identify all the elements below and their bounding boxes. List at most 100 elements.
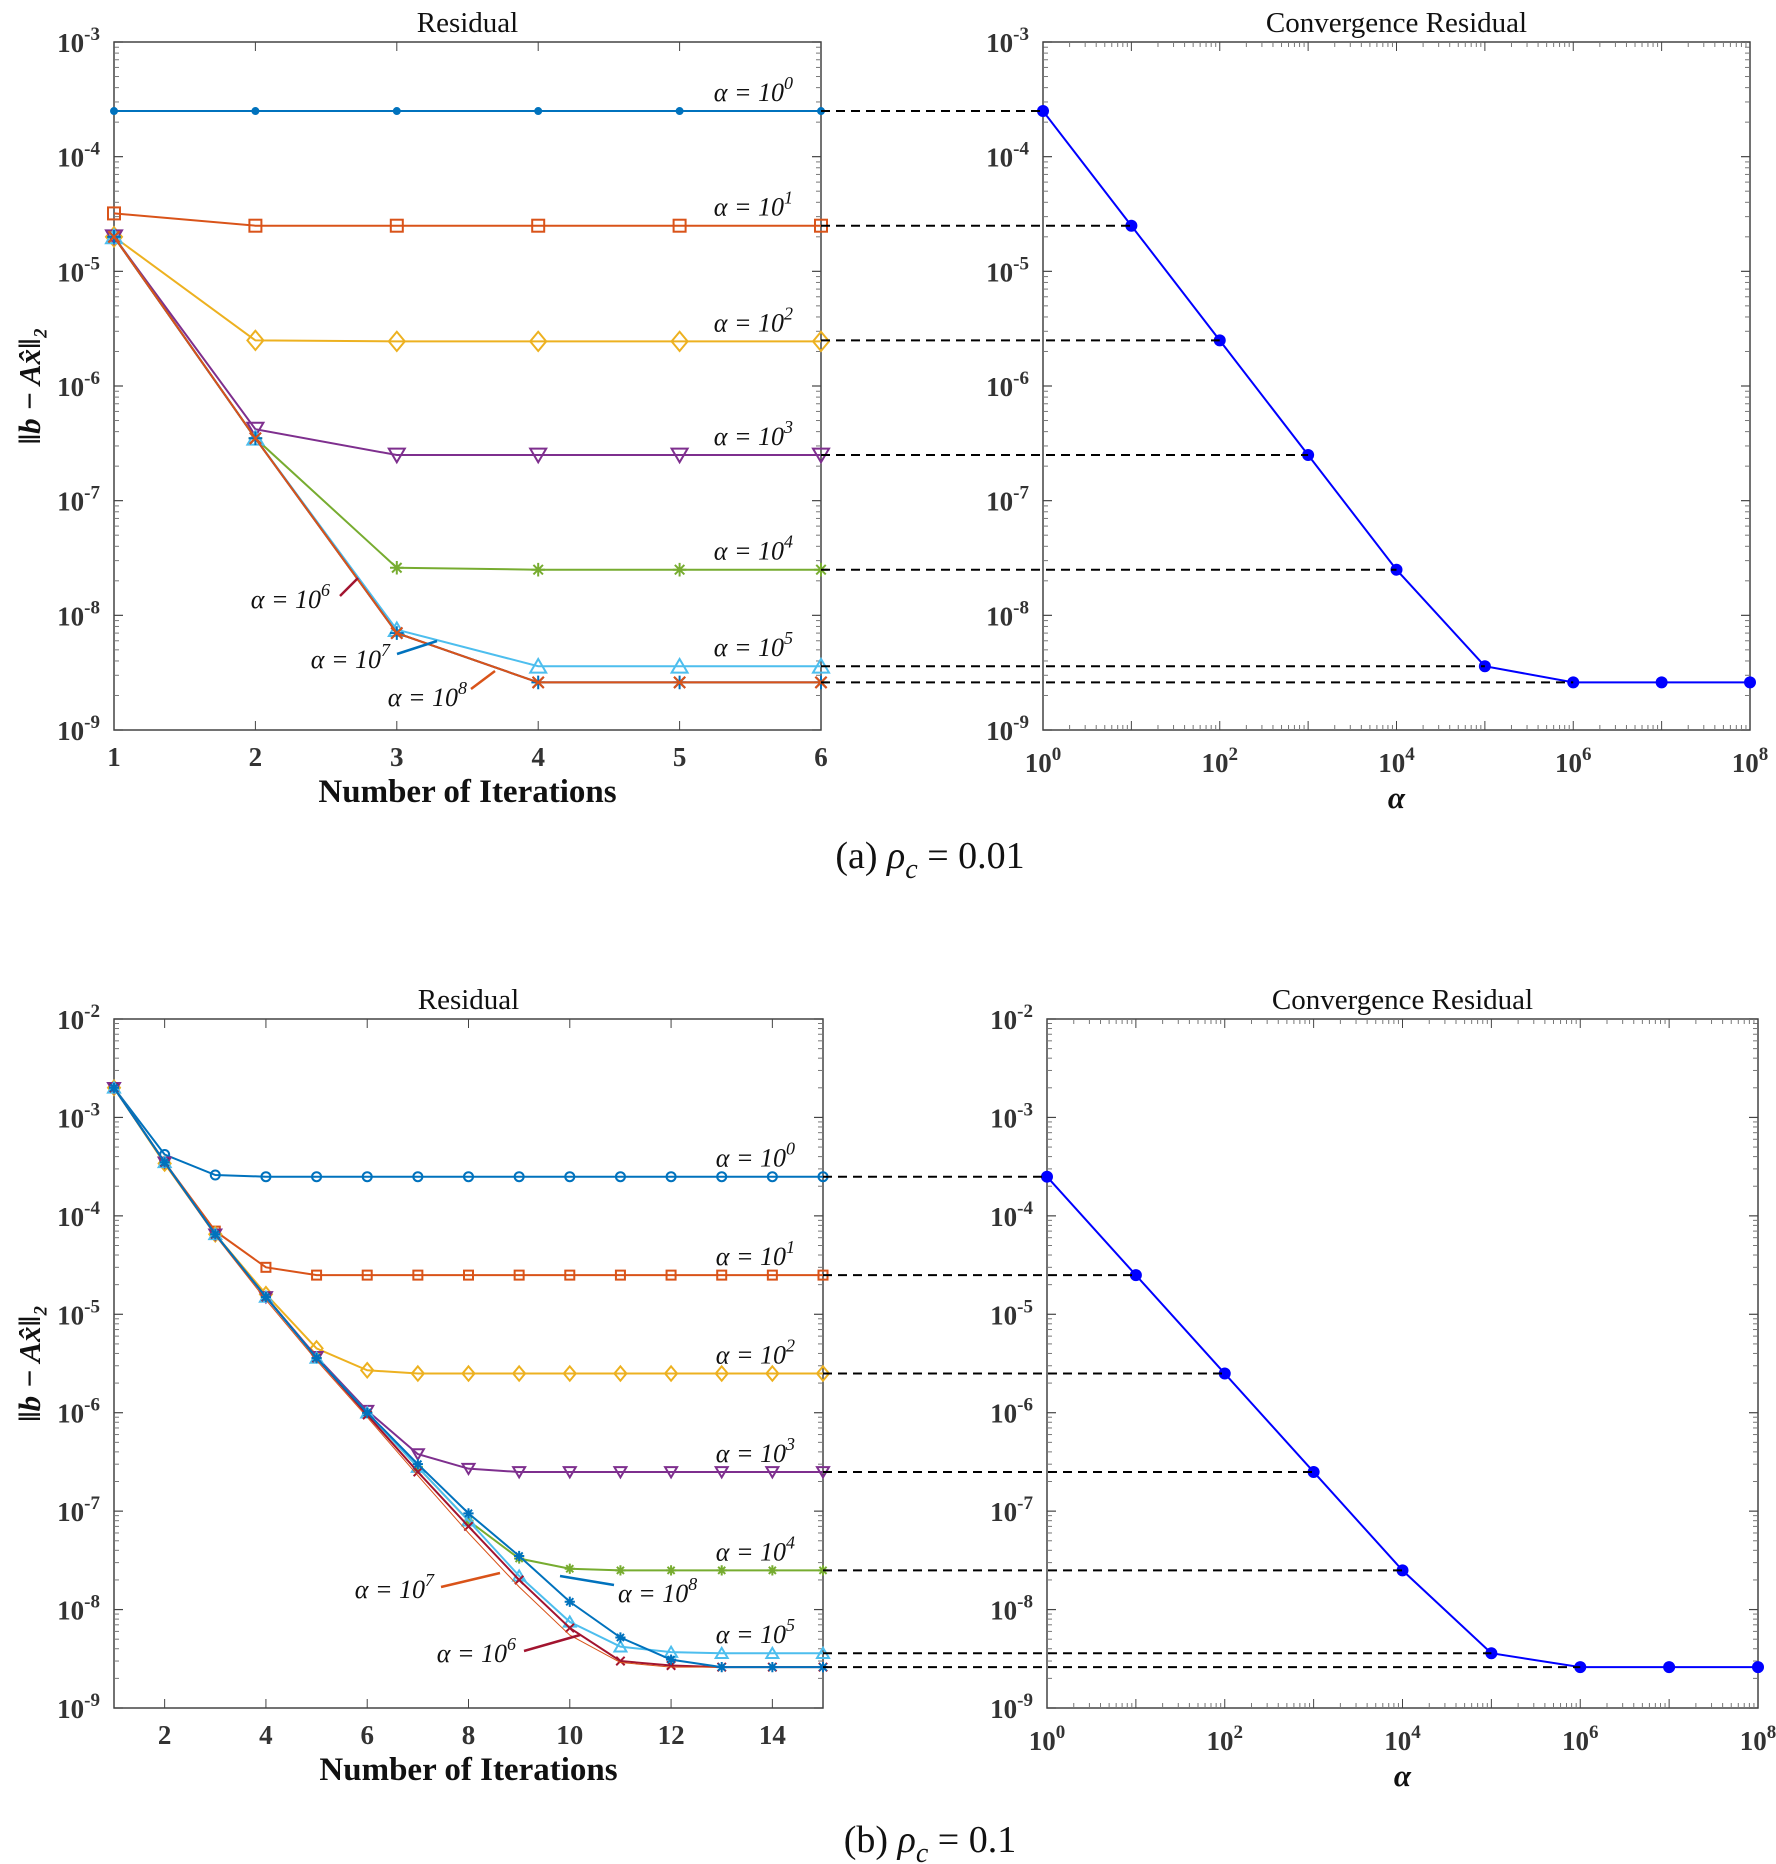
leader-line — [559, 1574, 615, 1587]
base: 10 — [986, 601, 1013, 631]
exponent: 6 — [321, 580, 330, 600]
exponent: 0 — [784, 73, 793, 93]
base: 10 — [57, 1497, 84, 1527]
exponent: -7 — [84, 483, 100, 504]
base: α = 10 — [714, 537, 784, 566]
series-line — [113, 236, 821, 457]
exponent: 8 — [1767, 1722, 1776, 1743]
base: α = 10 — [716, 1537, 786, 1566]
base: α = 10 — [714, 308, 784, 337]
x-tick-label: 6 — [360, 1720, 374, 1750]
series-label: α = 105 — [714, 628, 793, 662]
base: 10 — [986, 28, 1013, 58]
base: α = 10 — [716, 1620, 786, 1649]
y-tick-label: 10-6 — [990, 1395, 1033, 1429]
data-point — [410, 1448, 426, 1462]
base: 10 — [986, 372, 1013, 402]
exponent: -7 — [1013, 483, 1029, 504]
base: 10 — [57, 143, 84, 173]
base: 10 — [57, 487, 84, 517]
base: 10 — [990, 1497, 1017, 1527]
x-tick-label: 100 — [1029, 1722, 1066, 1756]
exponent: 2 — [1234, 1722, 1244, 1743]
base: 10 — [57, 1694, 84, 1724]
data-point — [463, 1171, 474, 1183]
data-point — [765, 1364, 780, 1383]
data-point — [107, 206, 121, 221]
x-tick-label: 102 — [1202, 744, 1239, 778]
series-alpha-1e2: α = 102 — [104, 225, 831, 353]
data-point — [1752, 1661, 1764, 1674]
data-point — [766, 1269, 778, 1281]
exponent: -3 — [84, 24, 100, 45]
annotation-alpha-1e8: α = 108 — [559, 1574, 697, 1608]
data-point — [528, 330, 548, 353]
series-alpha-1e6 — [107, 230, 828, 689]
data-point — [392, 107, 401, 116]
data-point — [612, 1639, 629, 1653]
series-convergence — [1037, 105, 1756, 689]
x-tick-label: 2 — [249, 742, 263, 772]
data-point — [412, 1467, 423, 1477]
exponent: -6 — [1013, 368, 1029, 389]
exponent: -8 — [1013, 597, 1029, 618]
base: α = 10 — [716, 1341, 786, 1370]
data-point — [612, 1466, 629, 1480]
y-tick-label: 10-7 — [57, 1493, 100, 1527]
y-tick-label: 10-3 — [57, 1099, 100, 1133]
series-line — [113, 236, 821, 684]
x-axis-label: Number of Iterations — [319, 1752, 617, 1788]
data-point — [716, 1269, 728, 1281]
data-point — [675, 107, 684, 116]
base: 10 — [1202, 748, 1229, 778]
exponent: -3 — [1017, 1099, 1033, 1120]
data-point — [1125, 219, 1138, 232]
data-point — [260, 1171, 272, 1183]
series-label: α = 100 — [716, 1139, 795, 1173]
data-point — [159, 1157, 170, 1168]
data-point — [1041, 1170, 1053, 1183]
base: 10 — [986, 257, 1013, 287]
y-tick-label: 10-3 — [57, 24, 100, 58]
data-point — [669, 657, 690, 674]
series-label: α = 103 — [716, 1434, 795, 1468]
exponent: -7 — [1017, 1493, 1033, 1514]
base: 10 — [1555, 748, 1582, 778]
data-point — [767, 1565, 778, 1576]
leader-line — [523, 1633, 581, 1653]
series-line — [113, 236, 821, 684]
data-point — [531, 676, 545, 689]
x-tick-label: 104 — [1384, 1722, 1421, 1756]
data-point — [1129, 1269, 1142, 1282]
exponent: -7 — [84, 1493, 100, 1514]
base: α = 10 — [714, 78, 784, 107]
x-tick-label: 108 — [1732, 744, 1769, 778]
leader-line — [396, 639, 438, 656]
base: 10 — [990, 1005, 1017, 1035]
data-point — [249, 431, 262, 445]
data-point — [562, 1466, 578, 1480]
data-point — [1663, 1661, 1676, 1674]
exponent: 8 — [458, 678, 467, 698]
x-axis-label: α — [1394, 1758, 1412, 1793]
x-tick-label: 1 — [107, 742, 121, 772]
exponent: -9 — [1013, 712, 1029, 733]
y-tick-label: 10-9 — [986, 712, 1029, 746]
base: 10 — [1378, 748, 1405, 778]
base: α = 10 — [355, 1575, 425, 1604]
base: 10 — [1732, 748, 1759, 778]
data-point — [672, 562, 687, 577]
y-tick-label: 10-9 — [990, 1690, 1033, 1724]
base: 10 — [57, 601, 84, 631]
data-point — [511, 1364, 527, 1383]
data-point — [361, 1171, 373, 1183]
exponent: -5 — [1017, 1296, 1033, 1317]
data-point — [665, 1654, 677, 1665]
data-point — [665, 1269, 677, 1281]
x-tick-label: 104 — [1378, 744, 1415, 778]
data-point — [209, 1169, 221, 1181]
y-tick-label: 10-3 — [986, 24, 1029, 58]
subfigure-caption: (a) ρc = 0.01 — [835, 835, 1024, 885]
caption-value: = 0.01 — [918, 835, 1025, 877]
data-point — [672, 218, 687, 233]
